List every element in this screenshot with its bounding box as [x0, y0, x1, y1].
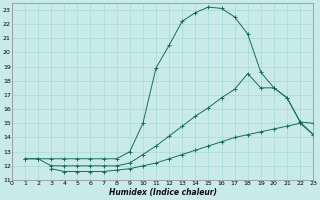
X-axis label: Humidex (Indice chaleur): Humidex (Indice chaleur)	[108, 188, 217, 197]
